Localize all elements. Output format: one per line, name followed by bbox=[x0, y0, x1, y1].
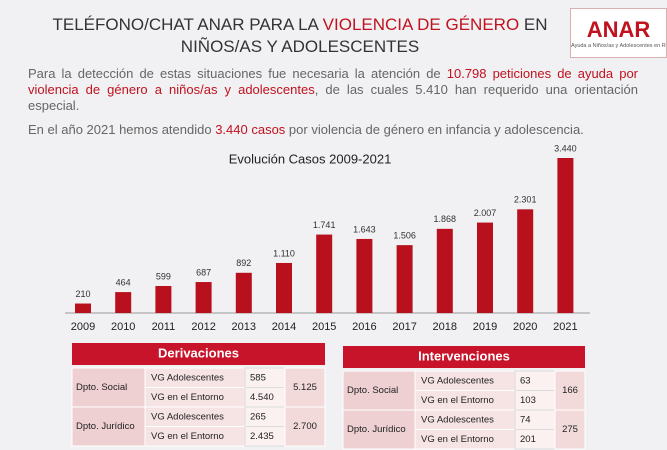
title-part: TELÉFONO/CHAT ANAR PARA LA bbox=[52, 15, 323, 34]
title-part: EN NIÑOS/AS Y ADOLESCENTES bbox=[180, 15, 548, 56]
row-label: VG en el Entorno bbox=[421, 434, 494, 445]
dept-label: Dpto. Jurídico bbox=[347, 424, 406, 435]
x-tick-label: 2017 bbox=[392, 321, 416, 333]
dept-cell bbox=[71, 406, 146, 447]
bar bbox=[115, 292, 132, 313]
value-label: 3.440 bbox=[554, 143, 577, 153]
x-tick-label: 2016 bbox=[352, 321, 376, 333]
paragraph: En el año 2021 hemos atendido 3.440 caso… bbox=[28, 122, 638, 137]
dept-label: Dpto. Jurídico bbox=[76, 421, 135, 432]
dept-cell bbox=[71, 367, 146, 408]
table-title: Intervenciones bbox=[418, 348, 510, 363]
value-label: 1.110 bbox=[273, 248, 295, 258]
slide-title: TELÉFONO/CHAT ANAR PARA LA VIOLENCIA DE … bbox=[40, 14, 560, 58]
total-value: 2.700 bbox=[293, 421, 317, 432]
text: En el año 2021 hemos atendido bbox=[28, 122, 216, 137]
value-label: 892 bbox=[236, 258, 251, 268]
value-label: 2.301 bbox=[514, 195, 537, 205]
bar bbox=[195, 282, 212, 313]
row-label: VG en el Entorno bbox=[151, 392, 224, 403]
x-tick-label: 2015 bbox=[312, 321, 336, 333]
value-label: 1.868 bbox=[434, 214, 457, 224]
value-label: 2.007 bbox=[474, 208, 497, 218]
total-value: 275 bbox=[562, 424, 578, 435]
logo-name: ANAR bbox=[586, 17, 651, 42]
paragraph: Para la detección de estas situaciones f… bbox=[28, 66, 638, 114]
bar bbox=[235, 272, 252, 313]
row-label: VG Adolescentes bbox=[421, 375, 494, 386]
row-value: 2.435 bbox=[250, 431, 274, 442]
x-tick-label: 2009 bbox=[71, 321, 95, 333]
total-cell bbox=[554, 370, 586, 411]
row-label: VG Adolescentes bbox=[151, 372, 224, 383]
dept-label: Dpto. Social bbox=[76, 382, 127, 393]
highlight: 10.798 peticiones de ayuda por violencia… bbox=[28, 66, 638, 97]
x-tick-label: 2019 bbox=[473, 321, 497, 333]
row-label: VG en el Entorno bbox=[151, 431, 224, 442]
bar bbox=[477, 222, 493, 313]
x-tick-label: 2014 bbox=[272, 321, 296, 333]
total-value: 5.125 bbox=[293, 382, 317, 393]
total-cell bbox=[284, 367, 326, 408]
value-label: 1.741 bbox=[313, 220, 336, 230]
value-label: 210 bbox=[75, 289, 90, 299]
x-tick-label: 2010 bbox=[111, 321, 135, 333]
title-highlight: VIOLENCIA DE GÉNERO bbox=[322, 15, 520, 34]
row-value: 4.540 bbox=[250, 392, 274, 403]
logo-subtitle: Ayuda a Niños/as y Adolescentes en Ri bbox=[571, 43, 666, 49]
bar bbox=[436, 228, 453, 313]
row-value: 201 bbox=[520, 434, 536, 445]
bar bbox=[316, 234, 333, 313]
bar bbox=[356, 238, 373, 313]
total-value: 166 bbox=[562, 385, 578, 396]
x-tick-label: 2013 bbox=[232, 321, 256, 333]
value-label: 1.643 bbox=[353, 224, 376, 234]
row-value: 63 bbox=[520, 375, 531, 386]
dept-cell bbox=[342, 409, 416, 450]
text: , de las cuales 5.410 han requerido una … bbox=[28, 82, 638, 113]
bar bbox=[557, 158, 574, 313]
total-cell bbox=[554, 409, 586, 450]
x-tick-label: 2011 bbox=[152, 321, 176, 333]
value-label: 464 bbox=[116, 277, 131, 287]
value-label: 1.506 bbox=[393, 231, 416, 241]
total-cell bbox=[284, 406, 326, 447]
value-label: 599 bbox=[156, 271, 171, 281]
row-label: VG Adolescentes bbox=[151, 411, 224, 422]
highlight: 3.440 casos bbox=[215, 122, 286, 137]
dept-label: Dpto. Social bbox=[347, 385, 398, 396]
row-value: 585 bbox=[250, 372, 266, 383]
bar bbox=[396, 245, 413, 313]
bar bbox=[517, 209, 534, 313]
x-tick-label: 2021 bbox=[553, 321, 577, 333]
row-label: VG en el Entorno bbox=[421, 395, 494, 406]
text: por violencia de género en infancia y ad… bbox=[285, 122, 584, 137]
x-tick-label: 2020 bbox=[513, 321, 537, 333]
x-tick-label: 2012 bbox=[191, 321, 215, 333]
chart-title: Evolución Casos 2009-2021 bbox=[229, 151, 392, 166]
row-value: 74 bbox=[520, 414, 531, 425]
table-title: Derivaciones bbox=[158, 345, 239, 360]
bar bbox=[155, 286, 172, 313]
value-label: 687 bbox=[196, 267, 211, 277]
bar bbox=[75, 303, 91, 313]
table-header bbox=[72, 343, 325, 365]
row-value: 265 bbox=[250, 411, 266, 422]
x-tick-label: 2018 bbox=[433, 321, 457, 333]
row-value: 103 bbox=[520, 395, 536, 406]
text: Para la detección de estas situaciones f… bbox=[28, 66, 447, 81]
row-label: VG Adolescentes bbox=[421, 414, 494, 425]
bar bbox=[276, 262, 292, 313]
table-header bbox=[343, 346, 585, 368]
